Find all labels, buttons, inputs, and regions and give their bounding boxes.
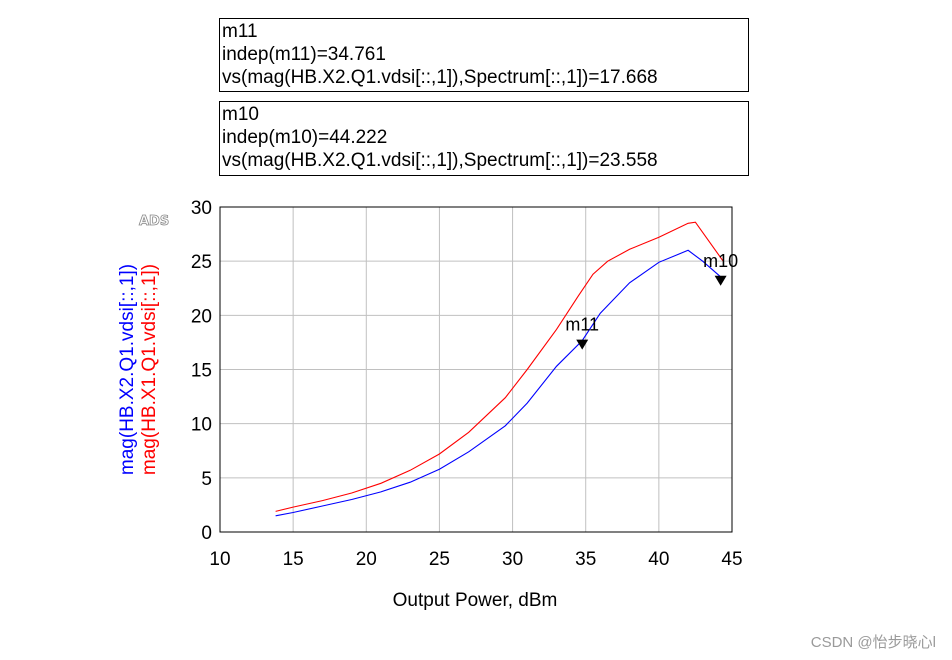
y-axis-labels: mag(HB.X2.Q1.vdsi[::,1]) mag(HB.X1.Q1.vds… <box>117 264 160 475</box>
marker-name: m11 <box>222 21 258 42</box>
series-line <box>275 249 721 517</box>
y-tick-label: 25 <box>191 252 212 273</box>
series-line <box>275 221 724 512</box>
marker-value: vs(mag(HB.X2.Q1.vdsi[::,1]),Spectrum[::,… <box>222 67 658 88</box>
tick-labels: 10 15 20 25 30 35 40 45 0 5 10 15 20 25 30 <box>191 198 743 570</box>
ads-badge: ADS <box>139 214 169 229</box>
y-tick-label: 0 <box>201 523 212 544</box>
y-tick-label: 10 <box>191 415 212 436</box>
marker-label: m10 <box>703 251 738 271</box>
marker-label: m11 <box>565 315 599 335</box>
x-axis-label: Output Power, dBm <box>393 590 558 611</box>
marker-readout-m10: m10 indep(m10)=44.222 vs(mag(HB.X2.Q1.vd… <box>219 101 749 176</box>
plot-frame <box>219 206 733 533</box>
x-tick-label: 40 <box>648 549 669 570</box>
x-tick-label: 25 <box>429 549 450 570</box>
marker-indep: indep(m11)=34.761 <box>222 44 386 65</box>
y-tick-label: 15 <box>191 361 212 382</box>
x-tick-label: 10 <box>209 549 230 570</box>
x-tick-label: 15 <box>283 549 304 570</box>
x-tick-label: 35 <box>575 549 596 570</box>
y-tick-label: 5 <box>201 469 212 490</box>
y-tick-label: 30 <box>191 198 212 219</box>
x-tick-label: 30 <box>502 549 523 570</box>
series-group <box>275 221 724 517</box>
marker-name: m10 <box>222 104 259 125</box>
x-tick-label: 45 <box>721 549 742 570</box>
watermark: CSDN @怡步晓心l <box>810 634 936 651</box>
markers: m11 m10 <box>565 251 738 350</box>
y-tick-label: 20 <box>191 306 212 327</box>
y-axis-label: mag(HB.X2.Q1.vdsi[::,1]) <box>117 264 138 475</box>
marker-triangle <box>576 339 589 350</box>
y-axis-label: mag(HB.X1.Q1.vdsi[::,1]) <box>139 264 160 475</box>
marker-readout-m11: m11 indep(m11)=34.761 vs(mag(HB.X2.Q1.vd… <box>219 18 749 92</box>
grid <box>220 207 732 532</box>
marker-triangle <box>714 275 727 286</box>
x-tick-label: 20 <box>356 549 377 570</box>
marker-value: vs(mag(HB.X2.Q1.vdsi[::,1]),Spectrum[::,… <box>222 150 658 171</box>
marker-indep: indep(m10)=44.222 <box>222 127 388 148</box>
